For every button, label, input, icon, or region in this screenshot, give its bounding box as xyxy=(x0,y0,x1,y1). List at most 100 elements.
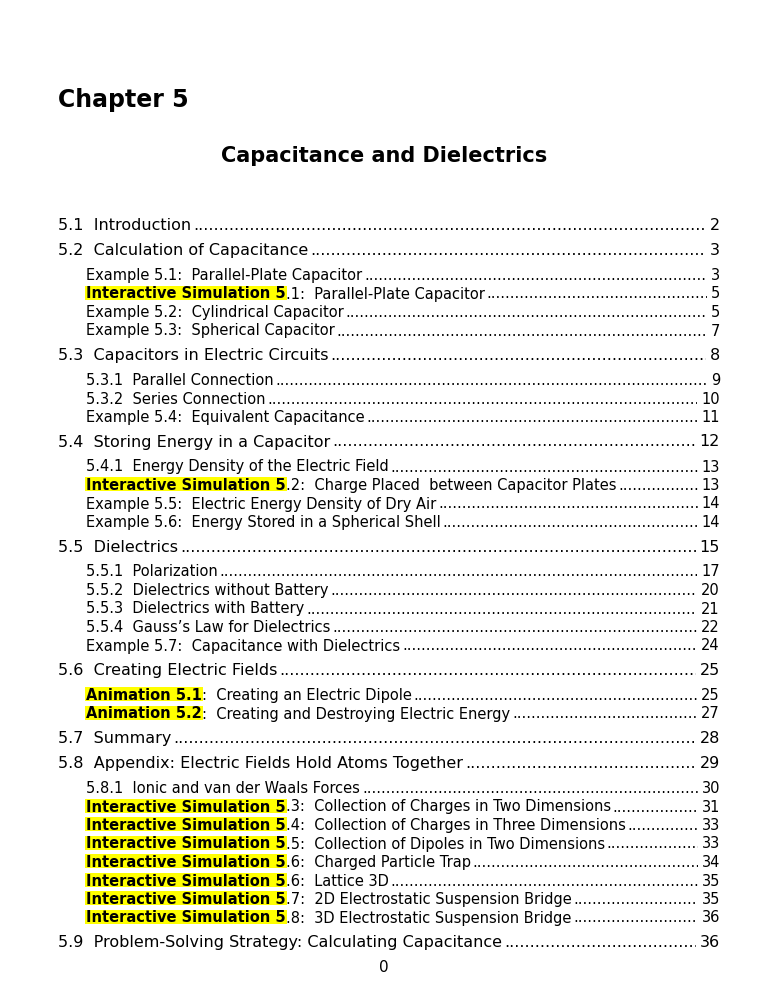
Text: ................................................................................: ........................................… xyxy=(613,799,768,814)
Text: Example 5.2:  Cylindrical Capacitor: Example 5.2: Cylindrical Capacitor xyxy=(86,305,344,320)
Bar xyxy=(85,687,203,701)
Text: 5.6  Creating Electric Fields: 5.6 Creating Electric Fields xyxy=(58,663,277,678)
Text: .4:  Collection of Charges in Three Dimensions: .4: Collection of Charges in Three Dimen… xyxy=(286,818,625,833)
Text: :  Creating an Electric Dipole: : Creating an Electric Dipole xyxy=(202,688,412,703)
Text: ................................................................................: ........................................… xyxy=(390,874,768,889)
Text: 5.7  Summary: 5.7 Summary xyxy=(58,731,171,746)
Text: 36: 36 xyxy=(700,935,720,950)
Text: 5.3.2  Series Connection: 5.3.2 Series Connection xyxy=(86,392,266,407)
Text: ................................................................................: ........................................… xyxy=(220,565,768,580)
Bar xyxy=(85,285,286,299)
Text: ................................................................................: ........................................… xyxy=(618,478,768,493)
Text: 12: 12 xyxy=(700,434,720,449)
Text: ................................................................................: ........................................… xyxy=(193,218,768,233)
Text: Example 5.1:  Parallel-Plate Capacitor: Example 5.1: Parallel-Plate Capacitor xyxy=(86,268,362,283)
Text: ................................................................................: ........................................… xyxy=(442,515,768,530)
Text: ................................................................................: ........................................… xyxy=(276,373,768,388)
Text: 3: 3 xyxy=(711,268,720,283)
Text: .3:  Collection of Charges in Two Dimensions: .3: Collection of Charges in Two Dimensi… xyxy=(286,799,611,814)
Text: 5.8  Appendix: Electric Fields Hold Atoms Together: 5.8 Appendix: Electric Fields Hold Atoms… xyxy=(58,756,463,771)
Text: Example 5.4:  Equivalent Capacitance: Example 5.4: Equivalent Capacitance xyxy=(86,410,365,425)
Text: 3: 3 xyxy=(710,243,720,258)
Text: Interactive Simulation 5: Interactive Simulation 5 xyxy=(86,837,286,852)
Text: 13: 13 xyxy=(702,478,720,493)
Text: 27: 27 xyxy=(701,707,720,722)
Text: ................................................................................: ........................................… xyxy=(574,892,768,907)
Text: ................................................................................: ........................................… xyxy=(414,688,768,703)
Text: 11: 11 xyxy=(701,410,720,425)
Text: 5.2  Calculation of Capacitance: 5.2 Calculation of Capacitance xyxy=(58,243,308,258)
Text: 20: 20 xyxy=(701,583,720,598)
Text: ................................................................................: ........................................… xyxy=(607,837,768,852)
Text: 5: 5 xyxy=(710,286,720,301)
Text: Interactive Simulation 5: Interactive Simulation 5 xyxy=(86,874,286,889)
Text: 5.1  Introduction: 5.1 Introduction xyxy=(58,218,191,233)
Text: ................................................................................: ........................................… xyxy=(330,583,768,598)
Text: 34: 34 xyxy=(702,855,720,870)
Text: ................................................................................: ........................................… xyxy=(512,707,768,722)
Text: 5.3  Capacitors in Electric Circuits: 5.3 Capacitors in Electric Circuits xyxy=(58,348,329,363)
Text: 22: 22 xyxy=(701,620,720,635)
Text: .2:  Charge Placed  between Capacitor Plates: .2: Charge Placed between Capacitor Plat… xyxy=(286,478,616,493)
Text: ................................................................................: ........................................… xyxy=(627,818,768,833)
Text: 5.5  Dielectrics: 5.5 Dielectrics xyxy=(58,540,178,555)
Text: 5: 5 xyxy=(710,305,720,320)
Text: ................................................................................: ........................................… xyxy=(402,638,768,653)
Text: Interactive Simulation 5: Interactive Simulation 5 xyxy=(86,855,286,870)
Text: Animation 5.1: Animation 5.1 xyxy=(86,688,202,703)
Text: ................................................................................: ........................................… xyxy=(439,496,768,512)
Text: Example 5.3:  Spherical Capacitor: Example 5.3: Spherical Capacitor xyxy=(86,323,335,339)
Text: 0: 0 xyxy=(379,960,389,975)
Text: 21: 21 xyxy=(701,601,720,616)
Text: Interactive Simulation 5: Interactive Simulation 5 xyxy=(86,818,286,833)
Text: 25: 25 xyxy=(700,663,720,678)
Text: 7: 7 xyxy=(710,323,720,339)
Text: ................................................................................: ........................................… xyxy=(267,392,768,407)
Text: ................................................................................: ........................................… xyxy=(180,540,768,555)
Text: 29: 29 xyxy=(700,756,720,771)
Text: 35: 35 xyxy=(702,892,720,907)
Text: 33: 33 xyxy=(702,837,720,852)
Text: ................................................................................: ........................................… xyxy=(504,935,768,950)
Text: Chapter 5: Chapter 5 xyxy=(58,88,189,112)
Text: 33: 33 xyxy=(702,818,720,833)
Text: 13: 13 xyxy=(702,459,720,474)
Text: ................................................................................: ........................................… xyxy=(333,434,768,449)
Text: 5.4  Storing Energy in a Capacitor: 5.4 Storing Energy in a Capacitor xyxy=(58,434,330,449)
Text: ................................................................................: ........................................… xyxy=(362,781,768,796)
Text: ................................................................................: ........................................… xyxy=(280,663,768,678)
Text: .5:  Collection of Dipoles in Two Dimensions: .5: Collection of Dipoles in Two Dimensi… xyxy=(286,837,604,852)
Text: ................................................................................: ........................................… xyxy=(472,855,768,870)
Bar xyxy=(85,706,203,720)
Text: :  Creating and Destroying Electric Energy: : Creating and Destroying Electric Energ… xyxy=(202,707,510,722)
Text: Capacitance and Dielectrics: Capacitance and Dielectrics xyxy=(221,146,547,166)
Text: 5.3.1  Parallel Connection: 5.3.1 Parallel Connection xyxy=(86,373,273,388)
Text: Animation 5.2: Animation 5.2 xyxy=(86,707,202,722)
Text: Interactive Simulation 5: Interactive Simulation 5 xyxy=(86,478,286,493)
Text: 5.4.1  Energy Density of the Electric Field: 5.4.1 Energy Density of the Electric Fie… xyxy=(86,459,389,474)
Text: Example 5.6:  Energy Stored in a Spherical Shell: Example 5.6: Energy Stored in a Spherica… xyxy=(86,515,441,530)
Text: 14: 14 xyxy=(701,496,720,512)
Bar xyxy=(85,910,286,923)
Text: 5.5.1  Polarization: 5.5.1 Polarization xyxy=(86,565,218,580)
Text: 5.5.4  Gauss’s Law for Dielectrics: 5.5.4 Gauss’s Law for Dielectrics xyxy=(86,620,330,635)
Text: Interactive Simulation 5: Interactive Simulation 5 xyxy=(86,892,286,907)
Text: .8:  3D Electrostatic Suspension Bridge: .8: 3D Electrostatic Suspension Bridge xyxy=(286,911,571,925)
Bar xyxy=(85,854,286,868)
Text: ................................................................................: ........................................… xyxy=(333,620,768,635)
Text: ................................................................................: ........................................… xyxy=(330,348,768,363)
Text: 14: 14 xyxy=(701,515,720,530)
Text: Interactive Simulation 5: Interactive Simulation 5 xyxy=(86,799,286,814)
Text: Example 5.7:  Capacitance with Dielectrics: Example 5.7: Capacitance with Dielectric… xyxy=(86,638,400,653)
Bar xyxy=(85,477,286,491)
Text: .6:  Charged Particle Trap: .6: Charged Particle Trap xyxy=(286,855,471,870)
Text: ................................................................................: ........................................… xyxy=(346,305,768,320)
Text: .1:  Parallel-Plate Capacitor: .1: Parallel-Plate Capacitor xyxy=(286,286,485,301)
Text: 8: 8 xyxy=(710,348,720,363)
Text: .7:  2D Electrostatic Suspension Bridge: .7: 2D Electrostatic Suspension Bridge xyxy=(286,892,571,907)
Text: 35: 35 xyxy=(702,874,720,889)
Text: ................................................................................: ........................................… xyxy=(366,410,768,425)
Text: 31: 31 xyxy=(702,799,720,814)
Text: 28: 28 xyxy=(700,731,720,746)
Text: 17: 17 xyxy=(701,565,720,580)
